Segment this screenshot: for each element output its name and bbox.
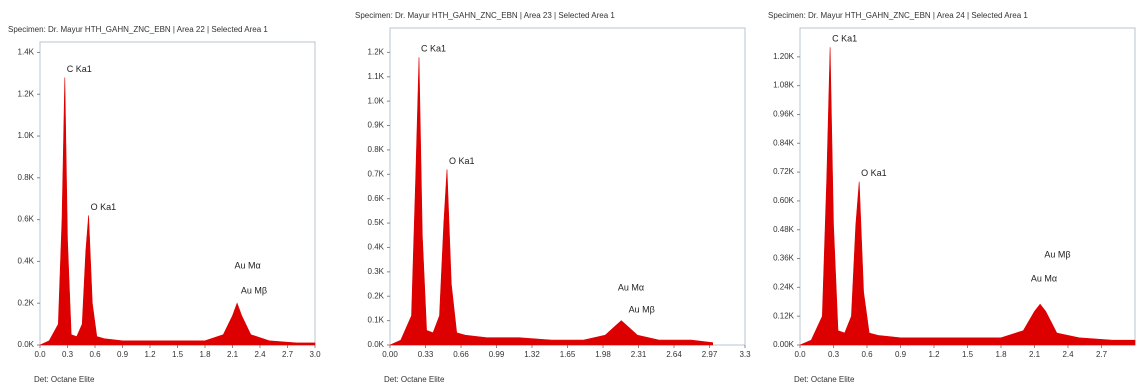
x-tick-label: 2.7: [1096, 350, 1108, 359]
peak-label: Au Mβ: [1044, 250, 1070, 260]
peak-label: Au Mβ: [241, 285, 267, 295]
y-tick-label: 0.6K: [368, 194, 385, 203]
y-tick-label: 0.48K: [773, 225, 795, 234]
x-tick-label: 1.8: [995, 350, 1007, 359]
y-tick-label: 0.6K: [18, 215, 35, 224]
y-tick-label: 1.0K: [18, 131, 35, 140]
y-tick-label: 0.9K: [368, 121, 385, 130]
x-tick-label: 2.4: [1062, 350, 1074, 359]
y-tick-label: 0.12K: [773, 311, 795, 320]
y-tick-label: 1.0K: [368, 96, 385, 105]
chart-title: Specimen: Dr. Mayur HTH_GAHN_ZNC_EBN | A…: [768, 11, 1028, 20]
x-tick-label: 0.3: [828, 350, 840, 359]
y-tick-label: 0.0K: [368, 340, 385, 349]
y-tick-label: 0.2K: [368, 291, 385, 300]
x-tick-label: 1.32: [524, 350, 540, 359]
x-tick-label: 1.2: [928, 350, 940, 359]
spectrum-area: [39, 77, 316, 346]
x-tick-label: 2.64: [666, 350, 682, 359]
spectrum-area: [799, 47, 1136, 346]
x-tick-label: 2.4: [254, 350, 266, 359]
y-tick-label: 0.5K: [368, 218, 385, 227]
x-axis-label: Det: Octane Elite: [794, 375, 855, 384]
y-tick-label: 0.2K: [18, 298, 35, 307]
x-tick-label: 1.5: [962, 350, 974, 359]
x-tick-label: 3.3: [739, 350, 751, 359]
peak-label: Au Mα: [1031, 274, 1057, 284]
x-axis-label: Det: Octane Elite: [34, 375, 95, 384]
x-tick-label: 1.98: [595, 350, 611, 359]
peak-label: O Ka1: [449, 156, 475, 166]
x-axis-label: Det: Octane Elite: [384, 375, 445, 384]
chart-title: Specimen: Dr. Mayur HTH_GAHN_ZNC_EBN | A…: [8, 25, 268, 34]
x-tick-label: 0.0: [794, 350, 806, 359]
x-tick-label: 0.66: [453, 350, 469, 359]
y-tick-label: 0.4K: [18, 257, 35, 266]
peak-label: Au Mβ: [629, 305, 655, 315]
y-tick-label: 1.1K: [368, 72, 385, 81]
x-tick-label: 1.5: [172, 350, 184, 359]
x-tick-label: 0.0: [34, 350, 46, 359]
peak-label: Au Mα: [618, 283, 644, 293]
x-tick-label: 1.8: [199, 350, 211, 359]
x-tick-label: 0.33: [418, 350, 434, 359]
y-tick-label: 0.84K: [773, 138, 795, 147]
y-tick-label: 0.4K: [368, 243, 385, 252]
plot-frame: [39, 41, 316, 346]
y-tick-label: 1.4K: [18, 48, 35, 57]
y-tick-label: 0.96K: [773, 110, 795, 119]
y-tick-label: 0.3K: [368, 267, 385, 276]
y-tick-label: 0.1K: [368, 316, 385, 325]
x-tick-label: 1.65: [560, 350, 576, 359]
peak-label: O Ka1: [861, 168, 887, 178]
x-tick-label: 2.31: [631, 350, 647, 359]
y-tick-label: 0.24K: [773, 282, 795, 291]
x-tick-label: 2.1: [1029, 350, 1041, 359]
x-tick-label: 2.97: [702, 350, 718, 359]
x-tick-label: 0.3: [62, 350, 74, 359]
x-tick-label: 2.7: [282, 350, 294, 359]
x-tick-label: 0.9: [117, 350, 129, 359]
y-tick-label: 1.2K: [368, 47, 385, 56]
y-tick-label: 1.2K: [18, 89, 35, 98]
spectrum-area: [389, 57, 713, 346]
y-tick-label: 0.00K: [773, 340, 795, 349]
y-tick-label: 0.8K: [368, 145, 385, 154]
y-tick-label: 1.20K: [773, 52, 795, 61]
y-tick-label: 0.8K: [18, 173, 35, 182]
peak-label: C Ka1: [421, 44, 446, 54]
x-tick-label: 0.6: [89, 350, 101, 359]
peak-label: Au Mα: [235, 260, 261, 270]
peak-label: C Ka1: [67, 64, 92, 74]
peak-label: O Ka1: [91, 202, 117, 212]
y-tick-label: 1.08K: [773, 81, 795, 90]
x-tick-label: 3.0: [309, 350, 321, 359]
y-tick-label: 0.72K: [773, 167, 795, 176]
y-tick-label: 0.36K: [773, 254, 795, 263]
peak-label: C Ka1: [832, 34, 857, 44]
chart-title: Specimen: Dr. Mayur HTH_GAHN_ZNC_EBN | A…: [355, 11, 615, 20]
x-tick-label: 2.1: [227, 350, 239, 359]
y-tick-label: 0.0K: [18, 340, 35, 349]
x-tick-label: 0.6: [861, 350, 873, 359]
x-tick-label: 0.99: [489, 350, 505, 359]
x-tick-label: 1.2: [144, 350, 156, 359]
y-tick-label: 0.7K: [368, 169, 385, 178]
x-tick-label: 0.9: [895, 350, 907, 359]
y-tick-label: 0.60K: [773, 196, 795, 205]
plot-frame: [799, 27, 1136, 346]
x-tick-label: 0.00: [382, 350, 398, 359]
